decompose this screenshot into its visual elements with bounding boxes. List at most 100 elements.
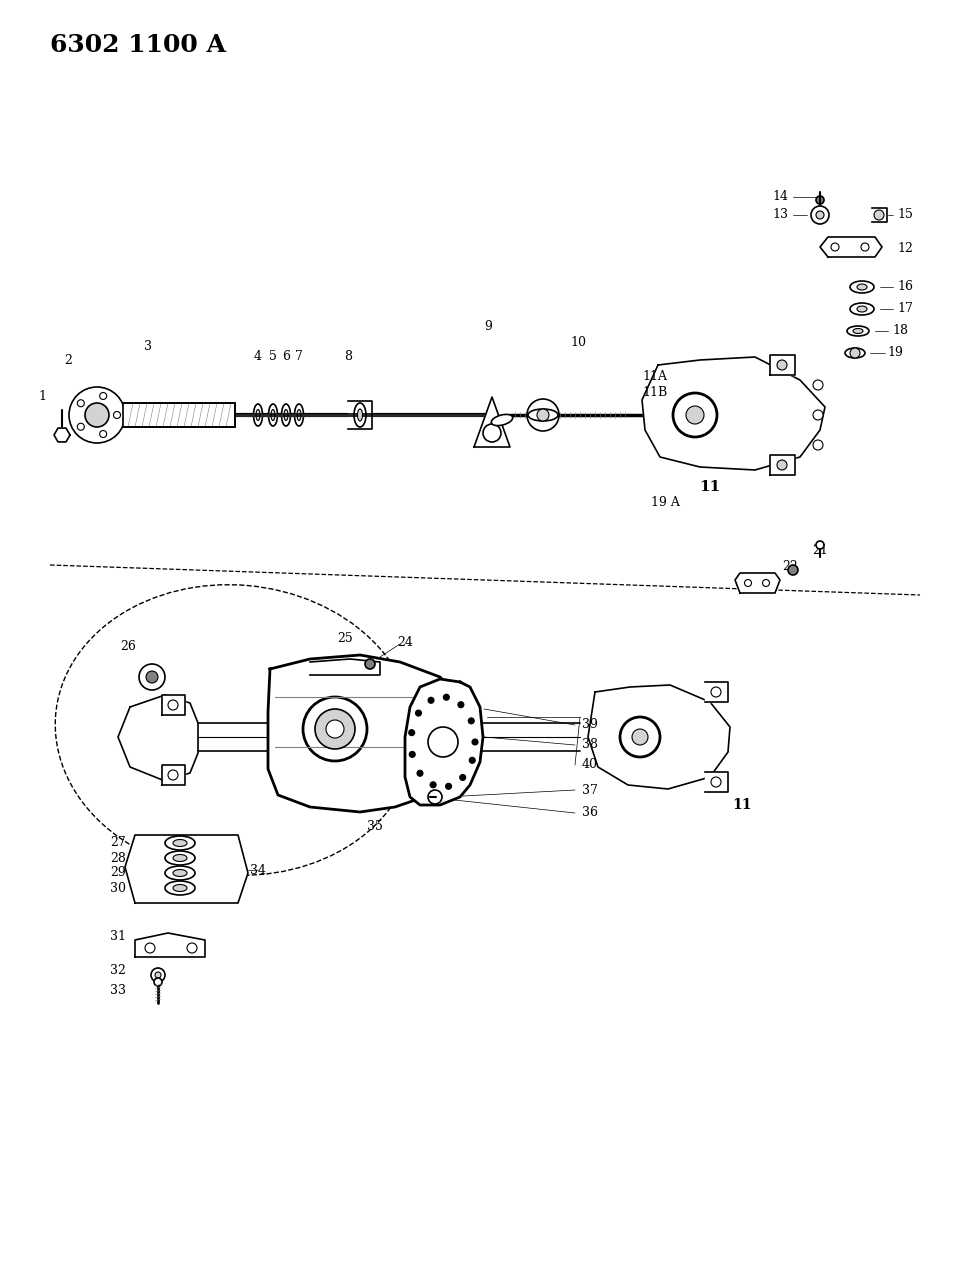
Text: 6: 6 [282, 351, 290, 363]
Circle shape [146, 671, 158, 683]
Ellipse shape [173, 854, 187, 862]
Circle shape [861, 244, 869, 251]
Circle shape [69, 388, 125, 442]
Text: 11: 11 [732, 798, 751, 812]
Text: 29: 29 [110, 867, 126, 880]
Text: 3: 3 [144, 340, 152, 353]
Text: 37: 37 [582, 784, 598, 797]
Ellipse shape [165, 881, 195, 895]
Circle shape [77, 423, 84, 430]
Ellipse shape [857, 284, 867, 289]
Circle shape [527, 399, 559, 431]
Text: 7: 7 [295, 351, 303, 363]
Circle shape [315, 709, 355, 748]
Text: 38: 38 [582, 738, 598, 751]
Circle shape [460, 774, 466, 780]
Ellipse shape [845, 348, 865, 358]
Text: 1: 1 [38, 390, 46, 403]
Text: 33: 33 [110, 983, 126, 997]
Ellipse shape [294, 404, 304, 426]
Circle shape [100, 393, 106, 399]
Ellipse shape [281, 404, 290, 426]
Polygon shape [162, 765, 185, 785]
Text: 40: 40 [582, 759, 598, 771]
Circle shape [168, 700, 178, 710]
Circle shape [472, 740, 478, 745]
Text: 39: 39 [582, 719, 598, 732]
Circle shape [430, 782, 436, 788]
Circle shape [444, 695, 449, 700]
Ellipse shape [354, 403, 366, 427]
Text: 21: 21 [812, 543, 828, 556]
Text: 15: 15 [897, 209, 913, 222]
Circle shape [777, 460, 787, 470]
Circle shape [813, 380, 823, 390]
Circle shape [813, 440, 823, 450]
Polygon shape [705, 771, 728, 792]
Ellipse shape [173, 839, 187, 847]
Text: 25: 25 [337, 632, 353, 645]
Circle shape [620, 717, 660, 757]
Text: 26: 26 [120, 640, 136, 654]
Circle shape [811, 207, 829, 224]
Text: 34: 34 [250, 863, 266, 876]
Text: 19 A: 19 A [651, 496, 679, 510]
Polygon shape [135, 933, 205, 958]
Ellipse shape [173, 885, 187, 891]
Polygon shape [123, 403, 235, 427]
Circle shape [744, 580, 751, 586]
Text: 35: 35 [367, 821, 383, 834]
Polygon shape [125, 835, 248, 903]
Circle shape [187, 944, 197, 952]
Text: 14: 14 [772, 190, 788, 204]
Circle shape [816, 210, 824, 219]
Ellipse shape [297, 409, 301, 421]
Circle shape [155, 972, 161, 978]
Text: 9: 9 [484, 320, 492, 334]
Circle shape [303, 697, 367, 761]
Ellipse shape [491, 414, 513, 426]
Ellipse shape [847, 326, 869, 337]
Polygon shape [474, 397, 510, 448]
Circle shape [711, 687, 721, 697]
Polygon shape [642, 357, 825, 470]
Ellipse shape [165, 836, 195, 850]
Polygon shape [310, 659, 380, 674]
Text: 17: 17 [897, 302, 913, 315]
Ellipse shape [857, 306, 867, 312]
Circle shape [77, 400, 84, 407]
Polygon shape [770, 354, 795, 375]
Circle shape [417, 770, 423, 776]
Circle shape [788, 565, 798, 575]
Ellipse shape [358, 409, 362, 421]
Circle shape [100, 431, 106, 437]
Circle shape [168, 770, 178, 780]
Circle shape [415, 710, 421, 717]
Polygon shape [348, 402, 372, 428]
Circle shape [632, 729, 648, 745]
Text: 22: 22 [783, 561, 798, 574]
Ellipse shape [284, 409, 288, 421]
Polygon shape [118, 695, 198, 782]
Text: 18: 18 [892, 325, 908, 338]
Polygon shape [705, 682, 728, 703]
Circle shape [483, 425, 501, 442]
Text: 11: 11 [700, 479, 721, 493]
Text: 12: 12 [897, 242, 913, 255]
Circle shape [458, 701, 464, 708]
Ellipse shape [173, 870, 187, 876]
Text: 19: 19 [887, 347, 903, 360]
Ellipse shape [528, 409, 558, 421]
Text: 28: 28 [110, 852, 126, 864]
Polygon shape [588, 685, 730, 789]
Ellipse shape [253, 404, 263, 426]
Circle shape [139, 664, 165, 690]
Text: 27: 27 [110, 836, 126, 849]
Polygon shape [405, 680, 483, 805]
Circle shape [409, 751, 415, 757]
Polygon shape [770, 455, 795, 476]
Circle shape [831, 244, 839, 251]
Circle shape [813, 411, 823, 419]
Circle shape [446, 783, 451, 789]
Circle shape [408, 729, 414, 736]
